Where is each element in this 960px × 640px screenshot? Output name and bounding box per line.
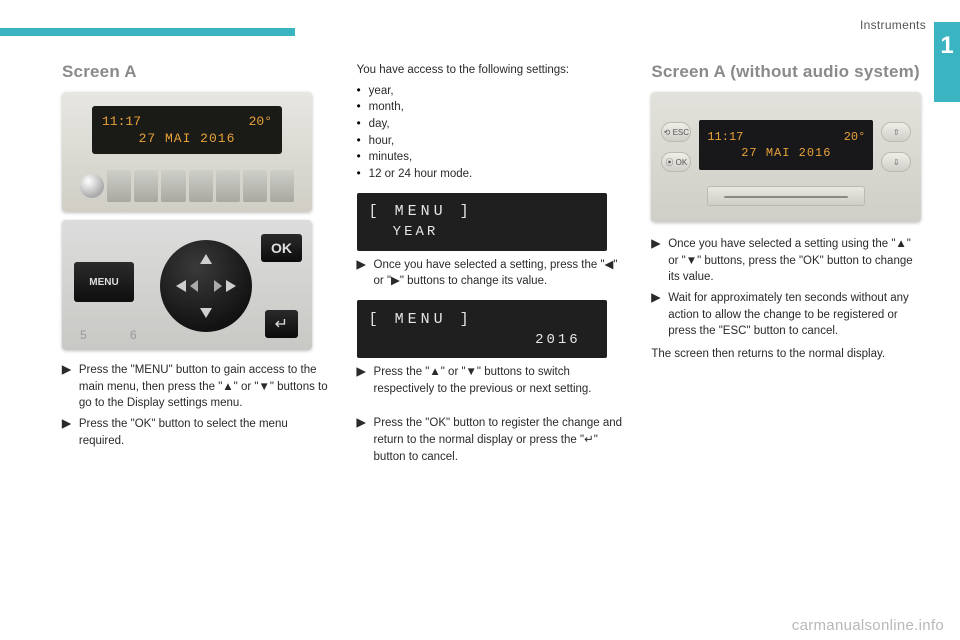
lcd-line1: [ MENU ]	[369, 311, 595, 328]
instruction-text: Press the "▲" or "▼" buttons to switch r…	[374, 364, 628, 397]
middle-step3: ▶Press the "OK" button to register the c…	[357, 415, 628, 465]
dash-lcd: 11:17 20° 27 MAI 2016	[699, 120, 873, 170]
left-side-buttons: ⟲ ESC ⦿ OK	[661, 122, 691, 172]
dash-photo: ⟲ ESC ⦿ OK 11:17 20° 27 MAI 2016 ⇧ ⇩	[651, 92, 921, 222]
column-left: Screen A 11:17 20° 27 MAI 2016	[62, 62, 333, 469]
radio-button	[107, 170, 131, 202]
radio-button	[189, 170, 213, 202]
arrow-marker-icon: ▶	[62, 416, 71, 449]
up-button-icon: ⇧	[881, 122, 911, 142]
right-side-buttons: ⇧ ⇩	[881, 122, 911, 172]
list-item: 12 or 24 hour mode.	[357, 166, 628, 183]
lcd-time: 11:17	[707, 130, 743, 144]
right-instructions: ▶Once you have selected a setting using …	[651, 236, 922, 340]
lcd-date: 27 MAI 2016	[102, 131, 272, 146]
radio-button	[161, 170, 185, 202]
instruction-text: Once you have selected a setting using t…	[668, 236, 922, 286]
radio-lcd: 11:17 20° 27 MAI 2016	[92, 106, 282, 154]
instruction-text: Press the "OK" button to register the ch…	[374, 415, 628, 465]
instruction-text: Press the "MENU" button to gain access t…	[79, 362, 333, 412]
middle-step1: ▶Once you have selected a setting, press…	[357, 257, 628, 290]
right-note: The screen then returns to the normal di…	[651, 346, 922, 363]
arrow-marker-icon: ▶	[357, 364, 366, 397]
ok-button-icon: ⦿ OK	[661, 152, 691, 172]
category-label: Instruments	[860, 18, 926, 32]
lcd-line1: [ MENU ]	[369, 203, 595, 220]
volume-knob-icon	[80, 174, 104, 198]
middle-step2: ▶Press the "▲" or "▼" buttons to switch …	[357, 364, 628, 397]
arrow-marker-icon: ▶	[62, 362, 71, 412]
arrow-marker-icon: ▶	[357, 257, 366, 290]
lcd-date: 27 MAI 2016	[707, 146, 865, 160]
cassette-slot-icon	[707, 186, 865, 206]
lcd-menu-year: [ MENU ] YEAR	[357, 193, 607, 251]
list-item: hour,	[357, 133, 628, 150]
lcd-line2: 2016	[369, 332, 595, 348]
settings-list: year, month, day, hour, minutes, 12 or 2…	[357, 83, 628, 183]
arrow-marker-icon: ▶	[651, 236, 660, 286]
instruction-text: Once you have selected a setting, press …	[374, 257, 628, 290]
left-instructions: ▶Press the "MENU" button to gain access …	[62, 362, 333, 449]
list-item: ▶Once you have selected a setting, press…	[357, 257, 628, 290]
ok-pill-icon	[270, 170, 294, 202]
lcd-temp: 20°	[844, 130, 866, 144]
lcd-menu-2016: [ MENU ] 2016	[357, 300, 607, 358]
settings-intro: You have access to the following setting…	[357, 62, 628, 79]
screen-a-noaudio-title: Screen A (without audio system)	[651, 62, 922, 82]
radio-button	[216, 170, 240, 202]
radio-button-row	[80, 170, 294, 202]
menu-button-icon: MENU	[74, 262, 134, 302]
control-pad-photo: MENU OK ↵ 5 6	[62, 220, 312, 350]
list-item: minutes,	[357, 149, 628, 166]
list-item: day,	[357, 116, 628, 133]
radio-button	[243, 170, 267, 202]
screen-a-title: Screen A	[62, 62, 333, 82]
down-button-icon: ⇩	[881, 152, 911, 172]
preset-numbers: 5 6	[80, 328, 157, 342]
dpad-icon	[160, 240, 252, 332]
radio-button	[134, 170, 158, 202]
list-item: ▶Press the "▲" or "▼" buttons to switch …	[357, 364, 628, 397]
list-item: ▶Once you have selected a setting using …	[651, 236, 922, 286]
list-item: ▶Press the "OK" button to select the men…	[62, 416, 333, 449]
ok-button-icon: OK	[261, 234, 302, 262]
list-item: month,	[357, 99, 628, 116]
radio-photo: 11:17 20° 27 MAI 2016	[62, 92, 312, 212]
list-item: ▶Press the "OK" button to register the c…	[357, 415, 628, 465]
column-right: Screen A (without audio system) ⟲ ESC ⦿ …	[651, 62, 922, 469]
list-item: year,	[357, 83, 628, 100]
arrow-marker-icon: ▶	[357, 415, 366, 465]
list-item: ▶Wait for approximately ten seconds with…	[651, 290, 922, 340]
esc-button-icon: ⟲ ESC	[661, 122, 691, 142]
instruction-text: Wait for approximately ten seconds witho…	[668, 290, 922, 340]
chapter-tab: 1	[934, 22, 960, 102]
accent-bar	[0, 28, 295, 36]
arrow-marker-icon: ▶	[651, 290, 660, 340]
lcd-line2: YEAR	[369, 224, 595, 240]
instruction-text: Press the "OK" button to select the menu…	[79, 416, 333, 449]
manual-page: Instruments 1 Screen A 11:17 20° 27 MAI …	[0, 0, 960, 640]
column-middle: You have access to the following setting…	[357, 62, 628, 469]
watermark: carmanualsonline.info	[792, 617, 944, 634]
list-item: ▶Press the "MENU" button to gain access …	[62, 362, 333, 412]
lcd-temp: 20°	[249, 114, 272, 129]
lcd-time: 11:17	[102, 114, 141, 129]
columns: Screen A 11:17 20° 27 MAI 2016	[62, 62, 922, 469]
return-button-icon: ↵	[265, 310, 298, 338]
chapter-number: 1	[940, 32, 953, 60]
